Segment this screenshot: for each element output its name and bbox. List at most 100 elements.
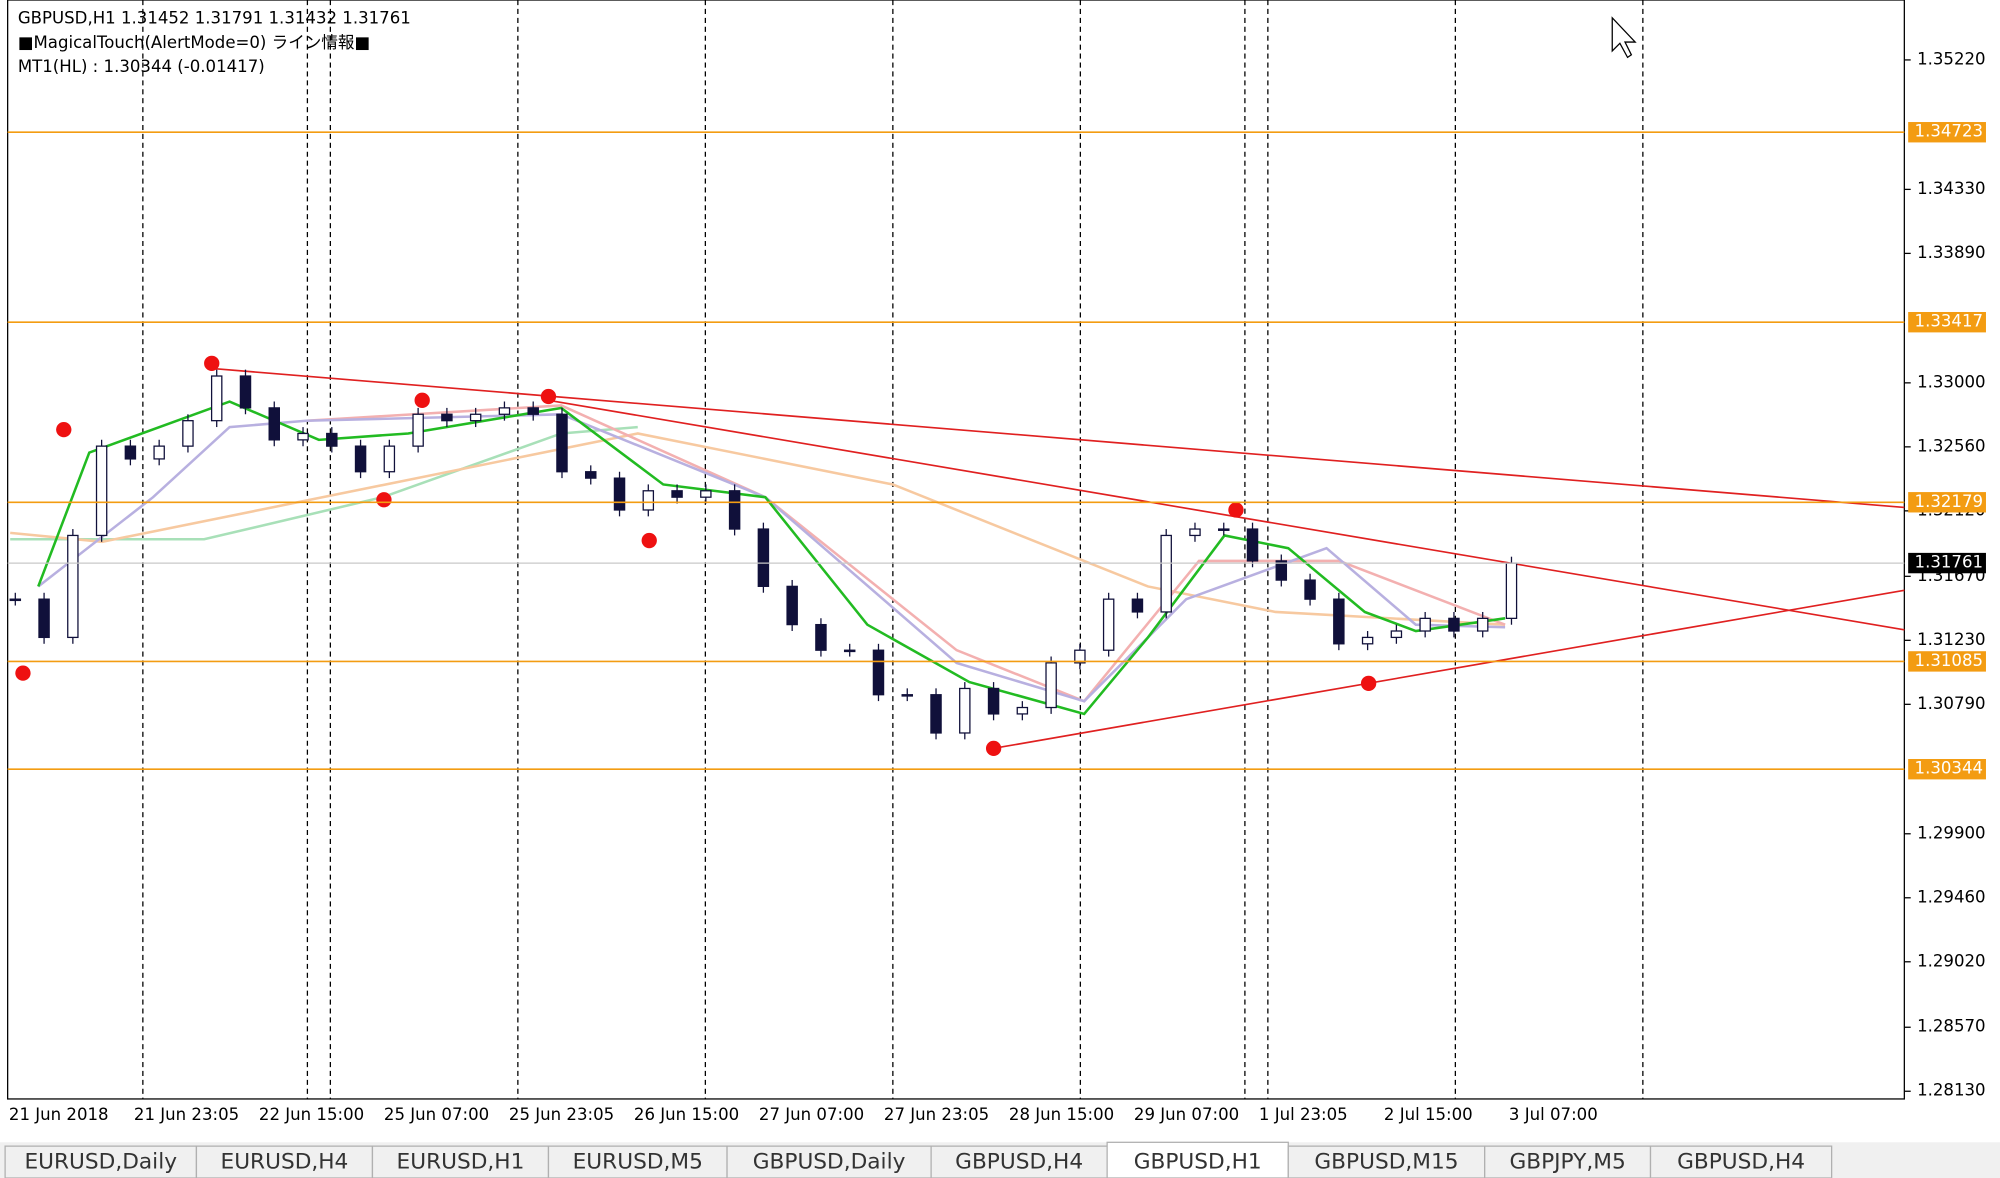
candle-body — [843, 649, 856, 653]
tab[interactable] — [1484, 1145, 1652, 1178]
tab-label[interactable]: GBPUSD,M15 — [1314, 1150, 1458, 1175]
candle-body — [1074, 649, 1086, 664]
candle-body — [1304, 579, 1316, 600]
tab-label[interactable]: GBPUSD,H4 — [1677, 1150, 1805, 1175]
candle-body — [1419, 617, 1431, 632]
candle-body — [1275, 560, 1288, 581]
current-price-tag — [1908, 552, 1986, 574]
candle-body — [815, 623, 827, 651]
x-tick-label: 2 Jul 15:00 — [1384, 1105, 1473, 1124]
level-tag — [1908, 311, 1986, 333]
tab-label[interactable]: EURUSD,M5 — [573, 1150, 703, 1175]
tab[interactable] — [1106, 1141, 1289, 1178]
y-tick-label: 1.28130 — [1917, 1081, 1986, 1100]
level-tag — [1908, 651, 1986, 672]
x-tick-label: 25 Jun 23:05 — [509, 1105, 614, 1124]
y-tick-label: 1.33890 — [1917, 243, 1986, 262]
mouse-cursor — [1611, 16, 1637, 59]
candle-body — [786, 585, 798, 626]
indicator-line: ■MagicalTouch(AlertMode=0) ライン情報■ — [18, 33, 370, 52]
trend-lines — [211, 367, 1905, 750]
tab[interactable] — [195, 1145, 374, 1178]
candle-body — [556, 413, 568, 473]
candle-body — [959, 687, 971, 734]
candle-body — [930, 694, 942, 734]
x-tick-label: 25 Jun 07:00 — [384, 1105, 489, 1124]
x-tick-label: 3 Jul 07:00 — [1509, 1105, 1598, 1124]
x-tick-label: 1 Jul 23:05 — [1259, 1105, 1348, 1124]
y-tick-label: 1.28570 — [1917, 1017, 1986, 1036]
candle-body — [239, 375, 252, 409]
candle-body — [38, 598, 50, 639]
candle-body — [1333, 598, 1345, 645]
tab-label[interactable]: GBPJPY,M5 — [1509, 1150, 1625, 1175]
candle-body — [498, 407, 511, 415]
x-tick-label: 22 Jun 15:00 — [259, 1105, 364, 1124]
x-tick-label: 21 Jun 23:05 — [134, 1105, 239, 1124]
candle-body — [728, 490, 741, 530]
candle-body — [757, 528, 770, 587]
candles — [9, 369, 1518, 740]
candle-body — [1131, 598, 1144, 613]
tab-label[interactable]: GBPUSD,H4 — [955, 1150, 1083, 1175]
candle-body — [872, 649, 885, 696]
candle-body — [469, 413, 482, 422]
y-tick-label: 1.34330 — [1917, 179, 1986, 198]
tab[interactable] — [930, 1145, 1108, 1178]
y-tick-label: 1.29900 — [1917, 823, 1986, 842]
candle-body — [1476, 617, 1489, 632]
candle-body — [326, 432, 338, 447]
tab[interactable] — [1649, 1145, 1833, 1178]
candle-body — [671, 490, 683, 498]
candle-body — [297, 432, 309, 441]
x-tick-label: 29 Jun 07:00 — [1134, 1105, 1239, 1124]
level-label: 1.31085 — [1915, 651, 1984, 670]
x-tick-label: 27 Jun 23:05 — [884, 1105, 989, 1124]
candle-body — [1246, 528, 1259, 562]
candle-body — [1218, 528, 1230, 531]
candle-body — [642, 490, 655, 511]
level-label: 1.34723 — [1915, 122, 1984, 141]
level-label: 1.33417 — [1915, 312, 1984, 331]
symbol-line: GBPUSD,H1 1.31452 1.31791 1.31432 1.3176… — [18, 9, 411, 28]
candle-body — [1160, 534, 1172, 613]
x-tick-label: 27 Jun 07:00 — [759, 1105, 864, 1124]
tab[interactable] — [547, 1145, 728, 1178]
candle-body — [441, 413, 453, 422]
candle-body — [527, 407, 539, 415]
x-tick-label: 26 Jun 15:00 — [634, 1105, 739, 1124]
candle-body — [987, 687, 1000, 715]
level-tag — [1908, 492, 1986, 513]
y-tick-label: 1.31230 — [1917, 630, 1986, 649]
y-tick-label: 1.29020 — [1917, 951, 1986, 970]
tab-label[interactable]: GBPUSD,H1 — [1134, 1150, 1262, 1175]
level-tag — [1908, 122, 1986, 143]
candle-body — [585, 471, 597, 479]
candle-body — [901, 694, 913, 697]
tab-label[interactable]: EURUSD,H4 — [221, 1150, 349, 1175]
plot-frame — [7, 0, 1905, 1100]
y-tick-label: 1.32560 — [1917, 436, 1986, 455]
y-tick-label: 1.33000 — [1917, 372, 1986, 391]
tab[interactable] — [1287, 1145, 1486, 1178]
candle-body — [95, 445, 108, 537]
tab-label[interactable]: EURUSD,Daily — [24, 1150, 177, 1175]
tab-label[interactable]: EURUSD,H1 — [397, 1150, 525, 1175]
candle-body — [67, 534, 79, 639]
y-tick-label: 1.29460 — [1917, 887, 1986, 906]
period-separators — [142, 0, 1644, 1099]
mt1-line: MT1(HL) : 1.30344 (-0.01417) — [18, 57, 265, 76]
current-price-label: 1.31761 — [1915, 553, 1984, 572]
tab[interactable] — [726, 1145, 932, 1178]
level-tag — [1908, 758, 1986, 780]
tab-label[interactable]: GBPUSD,Daily — [753, 1150, 906, 1175]
level-label: 1.30344 — [1915, 759, 1984, 778]
candle-body — [383, 445, 396, 473]
y-tick-label: 1.35220 — [1917, 49, 1986, 68]
tab[interactable] — [371, 1145, 550, 1178]
candle-body — [1505, 562, 1518, 619]
candle-body — [1045, 662, 1057, 709]
candle-body — [354, 445, 367, 473]
candle-body — [412, 413, 424, 447]
